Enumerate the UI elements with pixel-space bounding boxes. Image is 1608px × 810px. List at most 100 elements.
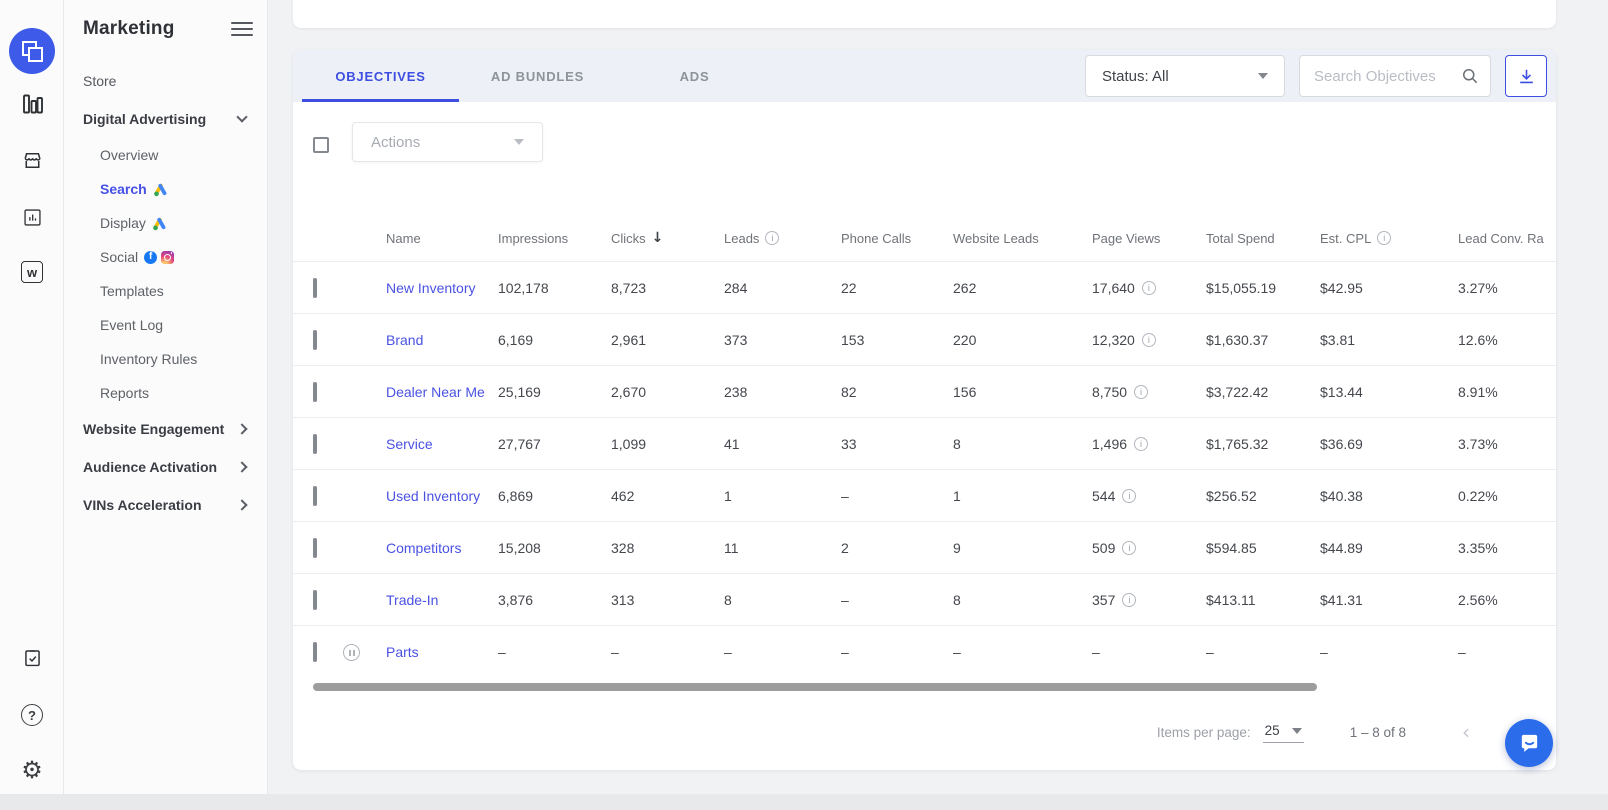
info-icon[interactable]: i xyxy=(1134,436,1149,451)
sidebar-item-website-engagement[interactable]: Website Engagement xyxy=(64,410,268,448)
column-header-phone-calls[interactable]: Phone Calls xyxy=(841,230,912,246)
sidebar-item-social[interactable]: Social f xyxy=(64,240,268,274)
search-input[interactable] xyxy=(1314,67,1460,85)
sidebar-item-audience-activation[interactable]: Audience Activation xyxy=(64,448,268,486)
download-button[interactable] xyxy=(1505,55,1547,97)
w-badge-icon: w xyxy=(21,261,43,283)
scrollbar-thumb[interactable] xyxy=(313,683,1317,691)
reports-nav-button[interactable] xyxy=(0,197,64,237)
actions-dropdown[interactable]: Actions xyxy=(352,122,543,162)
column-header-leads[interactable]: Leads i xyxy=(724,231,841,246)
sidebar-item-reports[interactable]: Reports xyxy=(100,385,150,401)
sort-desc-icon[interactable]: ↓ xyxy=(651,230,664,246)
cell-clicks: – xyxy=(611,644,619,660)
help-button[interactable]: ? xyxy=(0,695,64,735)
objective-name-link[interactable]: Competitors xyxy=(386,539,462,556)
table-row: Trade-In 3,876 313 8 – 8 357 i $413.11 $4… xyxy=(293,574,1556,626)
gear-icon: ⚙ xyxy=(21,756,43,784)
row-checkbox[interactable] xyxy=(313,433,317,454)
objective-name-link[interactable]: Brand xyxy=(386,331,424,348)
row-checkbox[interactable] xyxy=(313,381,317,402)
sidebar-item-display[interactable]: Display xyxy=(64,206,268,240)
table-row: Dealer Near Me 25,169 2,670 238 82 156 8… xyxy=(293,366,1556,418)
select-all-checkbox[interactable] xyxy=(313,137,329,153)
cell-page-views: 357 xyxy=(1092,591,1116,608)
cell-phone-calls: 22 xyxy=(841,279,857,296)
objective-name-link[interactable]: New Inventory xyxy=(386,279,476,296)
column-header-website-leads[interactable]: Website Leads xyxy=(953,230,1039,246)
settings-button[interactable]: ⚙ xyxy=(0,750,64,790)
tab-ad-bundles[interactable]: AD BUNDLES xyxy=(490,68,585,84)
objective-name-link[interactable]: Dealer Near Me xyxy=(386,383,485,400)
sidebar-item-event-log[interactable]: Event Log xyxy=(100,317,164,333)
objective-name-link[interactable]: Service xyxy=(386,435,433,452)
tasks-button[interactable] xyxy=(0,638,64,678)
info-icon[interactable]: i xyxy=(1141,280,1156,295)
cell-phone-calls: – xyxy=(841,644,849,660)
download-icon xyxy=(1519,69,1533,83)
info-icon[interactable]: i xyxy=(1377,231,1392,245)
info-icon[interactable]: i xyxy=(1122,540,1137,555)
column-header-name[interactable]: Name xyxy=(386,230,421,246)
row-checkbox[interactable] xyxy=(313,537,317,558)
info-icon[interactable]: i xyxy=(1141,332,1156,347)
row-checkbox[interactable] xyxy=(313,642,317,662)
cell-est-cpl: $44.89 xyxy=(1320,539,1363,556)
sidebar: Marketing Store Digital Advertising Over… xyxy=(64,0,268,810)
row-checkbox[interactable] xyxy=(313,589,317,610)
store-nav-button[interactable] xyxy=(0,140,64,180)
caret-down-icon xyxy=(1258,73,1268,79)
chevron-down-icon xyxy=(236,111,248,123)
status-paused-icon xyxy=(343,644,360,662)
sidebar-item-templates[interactable]: Templates xyxy=(100,283,164,299)
widget-nav-button[interactable]: w xyxy=(0,252,64,292)
table-footer: Items per page: 25 1 – 8 of 8 ‹ xyxy=(1157,718,1470,746)
tab-ads[interactable]: ADS xyxy=(679,68,710,84)
sidebar-item-digital-advertising[interactable]: Digital Advertising xyxy=(64,100,268,138)
search-objectives-box xyxy=(1299,55,1491,97)
tab-objectives[interactable]: OBJECTIVES xyxy=(302,50,459,102)
row-checkbox[interactable] xyxy=(313,329,317,350)
info-icon[interactable]: i xyxy=(765,231,780,245)
row-checkbox[interactable] xyxy=(313,485,317,506)
column-header-page-views[interactable]: Page Views xyxy=(1092,230,1161,246)
cell-phone-calls: – xyxy=(841,487,849,504)
column-header-est-cpl[interactable]: Est. CPL i xyxy=(1320,231,1458,246)
sidebar-item-inventory-rules[interactable]: Inventory Rules xyxy=(100,351,198,367)
cell-phone-calls: 153 xyxy=(841,331,865,348)
analytics-nav-button[interactable] xyxy=(0,85,64,125)
app-logo-button[interactable] xyxy=(9,28,55,74)
cell-lead-conv: 3.27% xyxy=(1458,279,1498,296)
sidebar-item-vins-acceleration[interactable]: VINs Acceleration xyxy=(64,486,268,524)
row-checkbox[interactable] xyxy=(313,277,317,298)
search-icon xyxy=(1463,69,1478,84)
column-header-impressions[interactable]: Impressions xyxy=(498,230,569,246)
column-header-lead-conv-rate[interactable]: Lead Conv. Ra xyxy=(1458,230,1544,246)
cell-page-views: 509 xyxy=(1092,539,1116,556)
sidebar-item-store[interactable]: Store xyxy=(83,73,117,89)
sidebar-item-overview[interactable]: Overview xyxy=(100,147,159,163)
cell-website-leads: 1 xyxy=(953,487,961,504)
cell-page-views: 12,320 xyxy=(1092,331,1135,348)
previous-page-button[interactable]: ‹ xyxy=(1462,720,1470,744)
status-filter-select[interactable]: Status: All xyxy=(1085,55,1285,97)
info-icon[interactable]: i xyxy=(1122,488,1137,503)
objective-name-link[interactable]: Parts xyxy=(386,644,419,660)
chat-bubble-icon xyxy=(1521,734,1537,752)
table-row: Parts – – – – – –i – – – xyxy=(293,626,1556,678)
cell-est-cpl: $36.69 xyxy=(1320,435,1363,452)
column-header-clicks[interactable]: Clicks ↓ xyxy=(611,230,664,246)
objective-name-link[interactable]: Used Inventory xyxy=(386,487,481,504)
cell-website-leads: – xyxy=(953,644,961,660)
chat-launcher-button[interactable] xyxy=(1505,719,1553,767)
info-icon[interactable]: i xyxy=(1134,384,1149,399)
table-row: Service 27,767 1,099 41 33 8 1,496 i $1,7… xyxy=(293,418,1556,470)
hamburger-menu-icon[interactable] xyxy=(231,22,253,36)
horizontal-scrollbar xyxy=(313,683,1536,691)
items-per-page-select[interactable]: 25 xyxy=(1262,721,1304,743)
column-header-total-spend[interactable]: Total Spend xyxy=(1206,230,1275,246)
objective-name-link[interactable]: Trade-In xyxy=(386,591,439,608)
sidebar-item-search[interactable]: Search xyxy=(64,172,268,206)
info-icon[interactable]: i xyxy=(1122,592,1137,607)
